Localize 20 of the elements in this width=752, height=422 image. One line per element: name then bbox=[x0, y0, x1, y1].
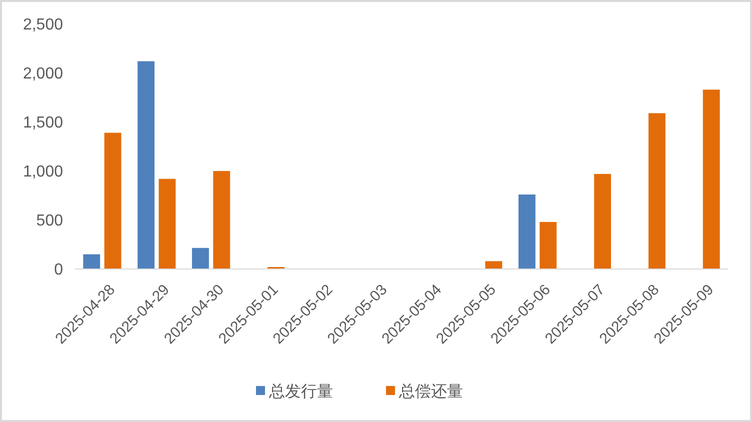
bar bbox=[192, 248, 209, 269]
bar bbox=[83, 254, 100, 269]
y-tick-label: 1,500 bbox=[22, 114, 64, 132]
y-tick-label: 1,000 bbox=[22, 164, 64, 181]
bar bbox=[158, 178, 176, 269]
bar bbox=[213, 171, 230, 269]
y-tick-label: 2,000 bbox=[22, 66, 64, 83]
bar bbox=[485, 261, 502, 269]
bar bbox=[594, 174, 612, 269]
y-tick-label: 500 bbox=[36, 212, 64, 230]
bar bbox=[702, 90, 720, 269]
bar bbox=[138, 61, 155, 269]
bar bbox=[518, 194, 536, 269]
legend-label: 总发行量 bbox=[268, 382, 333, 401]
bar bbox=[540, 222, 557, 269]
legend-label: 总偿还量 bbox=[398, 382, 463, 401]
bar bbox=[648, 113, 666, 269]
bar bbox=[104, 132, 122, 269]
y-tick-label: 2,500 bbox=[22, 16, 64, 34]
y-tick-label: 0 bbox=[54, 262, 64, 279]
